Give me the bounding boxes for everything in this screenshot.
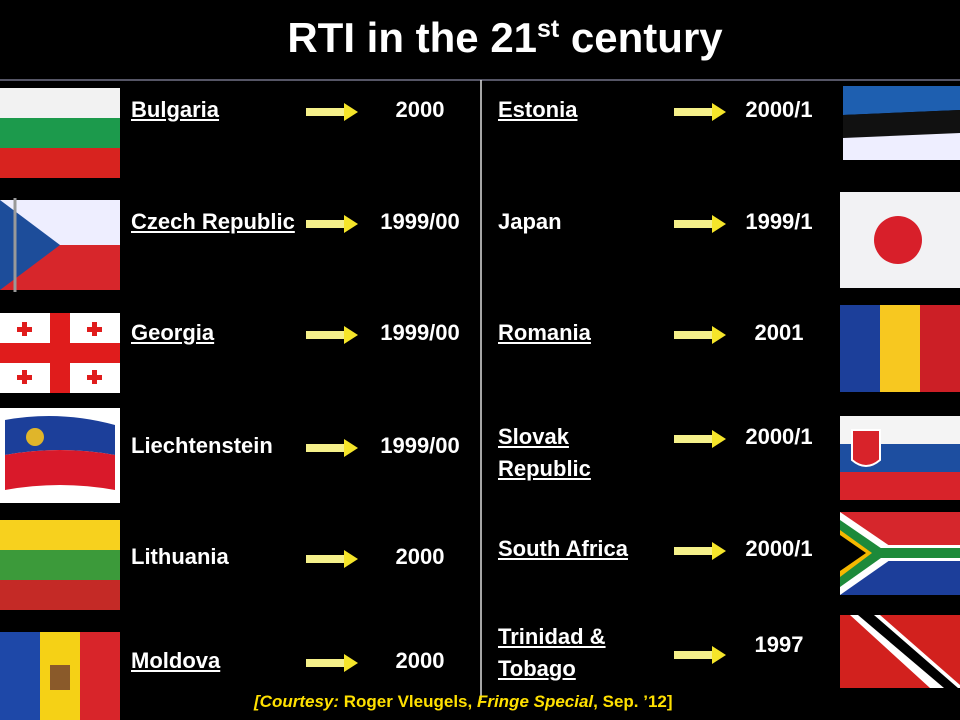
country-name[interactable]: Czech Republic xyxy=(131,209,295,234)
year: 2001 xyxy=(754,320,804,345)
year: 1999/1 xyxy=(745,209,813,234)
country-name: Japan xyxy=(498,209,562,234)
footer-open: [Courtesy: xyxy=(254,692,340,711)
year: 2000/1 xyxy=(745,97,813,122)
title: RTI in the 21st century xyxy=(0,14,960,62)
title-main: RTI in the 21 xyxy=(287,14,538,61)
year: 2000/1 xyxy=(745,536,813,561)
country-name[interactable]: Trinidad & Tobago xyxy=(498,624,606,681)
footer-author: Roger Vleugels, xyxy=(339,692,477,711)
title-sup: st xyxy=(537,15,560,43)
year: 2000 xyxy=(395,648,445,673)
footer-source: Fringe Special xyxy=(476,692,594,711)
year: 2000 xyxy=(395,97,445,122)
country-name[interactable]: Bulgaria xyxy=(131,97,220,122)
country-name: Lithuania xyxy=(131,544,229,569)
footer: [Courtesy: Roger Vleugels, Fringe Specia… xyxy=(254,692,673,712)
year: 1997 xyxy=(754,632,804,657)
year: 2000 xyxy=(395,544,445,569)
year: 1999/00 xyxy=(380,433,460,458)
country-name[interactable]: Moldova xyxy=(131,648,221,673)
country-name[interactable]: South Africa xyxy=(498,536,628,561)
country-name[interactable]: Estonia xyxy=(498,97,578,122)
country-name[interactable]: Romania xyxy=(498,320,591,345)
year: 1999/00 xyxy=(380,320,460,345)
year: 1999/00 xyxy=(380,209,460,234)
country-name[interactable]: Slovak Republic xyxy=(498,424,591,481)
country-name[interactable]: Georgia xyxy=(131,320,215,345)
year: 2000/1 xyxy=(745,424,813,449)
title-rest: century xyxy=(559,14,723,61)
country-name: Liechtenstein xyxy=(131,433,273,458)
footer-date: , Sep. ’12] xyxy=(593,692,673,711)
